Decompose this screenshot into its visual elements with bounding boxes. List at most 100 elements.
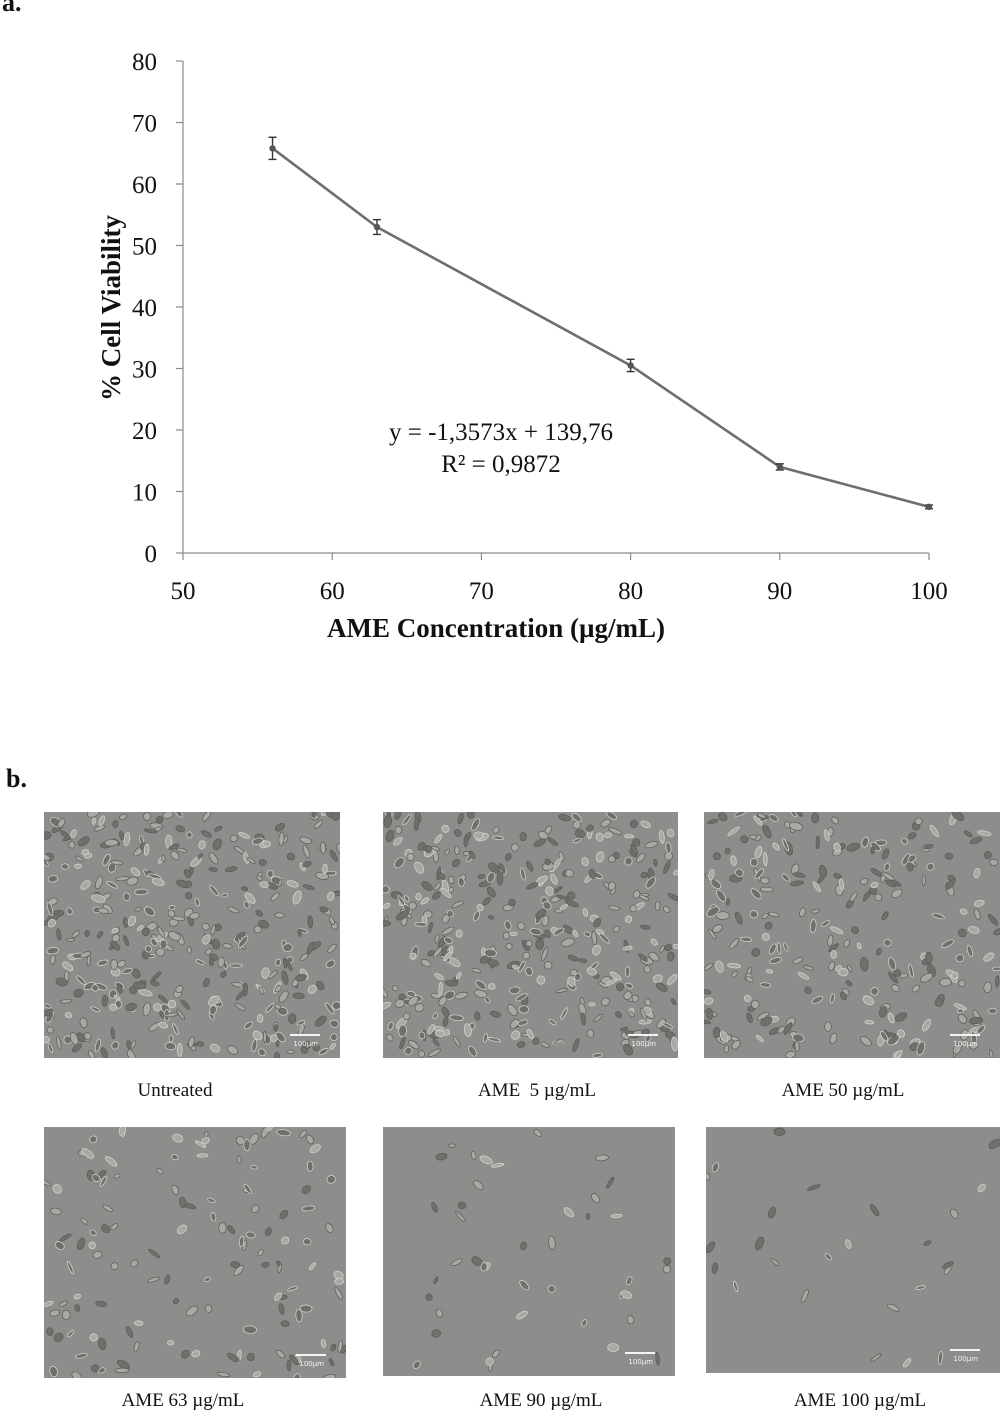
cell-mark: [171, 1184, 179, 1195]
cell-mark: [126, 1040, 132, 1050]
cell-mark: [89, 1229, 97, 1236]
cell-mark: [46, 1327, 54, 1336]
cell-mark: [792, 957, 804, 965]
cell-mark: [453, 829, 462, 837]
cell-mark: [246, 857, 256, 864]
cell-mark: [505, 943, 513, 950]
cell-mark: [586, 967, 597, 976]
cell-mark: [620, 1290, 632, 1299]
cell-mark: [520, 1241, 527, 1251]
cell-mark: [610, 1213, 623, 1218]
cell-mark: [73, 1293, 82, 1300]
cell-mark: [988, 1007, 998, 1015]
cell-mark: [628, 1011, 635, 1018]
cell-mark: [76, 1032, 86, 1043]
cell-mark: [208, 958, 214, 967]
cell-mark: [431, 845, 441, 851]
cell-mark: [132, 981, 147, 990]
cell-mark: [860, 877, 869, 885]
cell-mark: [195, 1140, 207, 1148]
cell-mark: [540, 1041, 550, 1048]
cell-mark: [81, 1148, 95, 1159]
cell-mark: [112, 820, 119, 828]
cell-mark: [164, 1274, 171, 1285]
cell-mark: [122, 917, 129, 928]
cell-mark: [890, 879, 902, 887]
cell-mark: [383, 920, 391, 927]
cell-mark: [282, 943, 293, 952]
cell-mark: [640, 871, 649, 879]
cell-mark: [74, 863, 82, 869]
cell-mark: [175, 985, 184, 994]
cell-mark: [899, 972, 909, 979]
regression-equation: y = -1,3573x + 139,76: [389, 419, 613, 446]
cell-mark: [782, 838, 789, 852]
cell-mark: [433, 1276, 439, 1285]
cell-mark: [652, 974, 663, 984]
cell-mark: [560, 938, 575, 947]
cell-mark: [610, 971, 622, 981]
cell-mark: [511, 1030, 521, 1040]
cell-mark: [859, 956, 869, 972]
cell-mark: [793, 872, 806, 878]
cell-mark: [516, 1310, 528, 1320]
cell-mark: [49, 1365, 58, 1378]
cell-mark: [785, 1050, 796, 1058]
cell-mark: [487, 959, 500, 967]
cell-mark: [278, 990, 289, 1003]
cell-mark: [667, 893, 678, 902]
cell-mark: [667, 974, 678, 985]
cell-mark: [809, 919, 817, 933]
cell-mark: [55, 977, 68, 987]
cell-mark: [297, 928, 302, 937]
cell-mark: [142, 1002, 152, 1017]
cell-mark: [330, 1343, 337, 1352]
cell-mark: [274, 1003, 282, 1010]
cell-mark: [522, 951, 531, 960]
cell-mark: [91, 817, 96, 825]
cell-mark: [205, 948, 213, 955]
cell-mark: [923, 1240, 932, 1246]
cell-mark: [474, 1011, 481, 1021]
cell-mark: [91, 984, 99, 992]
cell-mark: [428, 1048, 441, 1058]
cell-mark: [404, 1046, 413, 1055]
cell-mark: [942, 1261, 954, 1269]
cell-mark: [328, 1358, 335, 1367]
cell-mark: [241, 886, 248, 892]
cell-mark: [202, 934, 211, 945]
cell-mark: [208, 995, 220, 1006]
cell-mark: [414, 861, 425, 874]
cell-mark: [256, 875, 263, 881]
cell-mark: [640, 820, 651, 829]
cell-mark: [581, 857, 589, 866]
cell-mark: [519, 1280, 530, 1291]
cell-mark: [210, 924, 216, 936]
cell-mark: [250, 1165, 258, 1170]
cell-mark: [406, 853, 415, 862]
cell-mark: [394, 812, 402, 820]
cell-mark: [270, 892, 280, 902]
cell-mark: [811, 908, 820, 914]
cell-mark: [608, 827, 623, 835]
cell-mark: [110, 940, 121, 951]
cell-mark: [293, 1373, 301, 1378]
cell-mark: [548, 1235, 556, 1250]
cell-mark: [61, 863, 70, 870]
cell-mark: [81, 849, 89, 856]
cell-mark: [507, 1004, 518, 1016]
cell-mark: [287, 1286, 298, 1292]
cell-mark: [184, 892, 193, 900]
y-tick-label: 30: [132, 357, 157, 384]
cell-mark: [176, 1009, 185, 1020]
cell-mark: [888, 971, 899, 984]
cell-mark: [302, 1238, 312, 1246]
cell-mark: [969, 1016, 984, 1025]
cell-mark: [172, 1133, 184, 1143]
cell-mark: [768, 1206, 776, 1219]
cell-mark: [318, 1048, 329, 1056]
cell-mark: [818, 864, 827, 878]
cell-mark: [257, 1248, 264, 1257]
cell-mark: [133, 1341, 140, 1353]
chart-series: [268, 136, 933, 511]
